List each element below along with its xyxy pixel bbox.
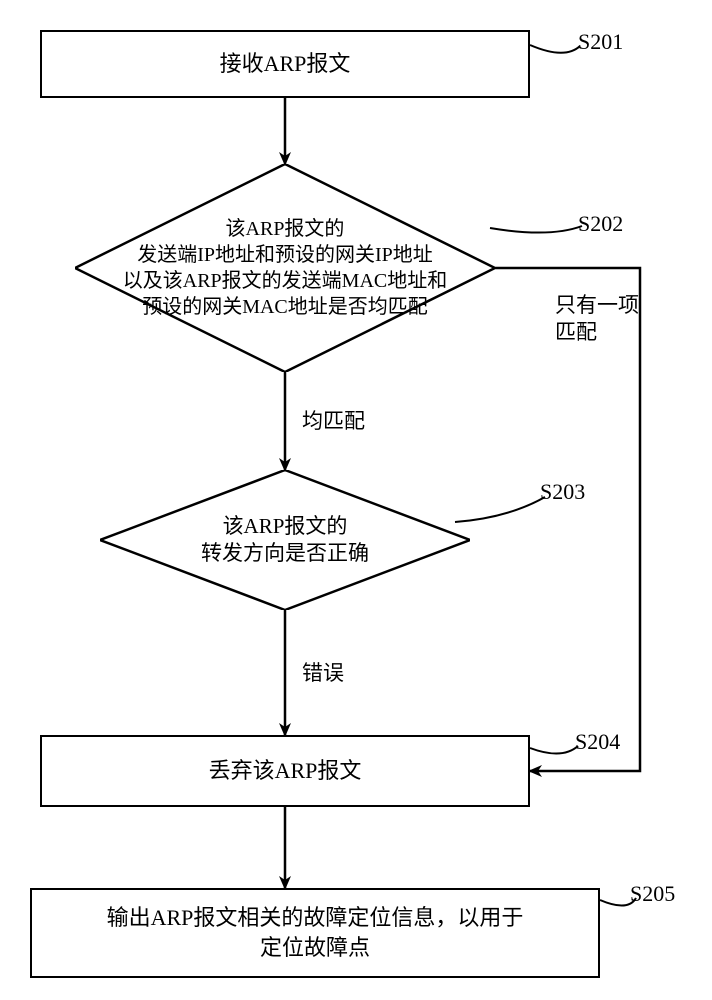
- node-s204: 丢弃该ARP报文: [40, 735, 530, 807]
- node-s202: 该ARP报文的 发送端IP地址和预设的网关IP地址 以及该ARP报文的发送端MA…: [75, 164, 495, 372]
- tag-s204: S204: [575, 728, 620, 757]
- node-s205: 输出ARP报文相关的故障定位信息，以用于 定位故障点: [30, 888, 600, 978]
- tag-s203: S203: [540, 478, 585, 507]
- edge-label-match-both: 均匹配: [302, 408, 365, 435]
- tag-s202: S202: [578, 210, 623, 239]
- node-s203: 该ARP报文的 转发方向是否正确: [100, 470, 470, 610]
- node-s202-text: 该ARP报文的 发送端IP地址和预设的网关IP地址 以及该ARP报文的发送端MA…: [123, 216, 447, 320]
- flowchart-canvas: 接收ARP报文 该ARP报文的 发送端IP地址和预设的网关IP地址 以及该ARP…: [0, 0, 712, 1000]
- node-s201: 接收ARP报文: [40, 30, 530, 98]
- tag-s201: S201: [578, 28, 623, 57]
- node-s205-text: 输出ARP报文相关的故障定位信息，以用于 定位故障点: [107, 903, 524, 962]
- edge-label-wrong: 错误: [302, 660, 344, 687]
- node-s203-text: 该ARP报文的 转发方向是否正确: [201, 513, 369, 568]
- node-s204-text: 丢弃该ARP报文: [209, 756, 362, 786]
- tag-s205: S205: [630, 880, 675, 909]
- edge-label-one-match: 只有一项 匹配: [555, 292, 639, 347]
- node-s201-text: 接收ARP报文: [220, 49, 351, 79]
